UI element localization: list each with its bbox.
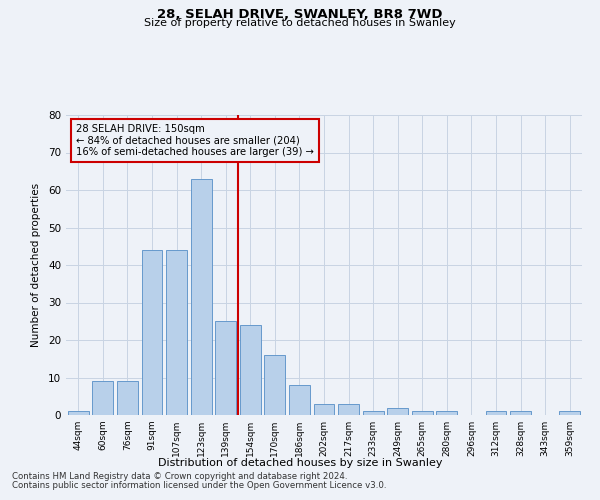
Bar — [559, 411, 580, 415]
Bar — [387, 408, 408, 415]
Text: 28, SELAH DRIVE, SWANLEY, BR8 7WD: 28, SELAH DRIVE, SWANLEY, BR8 7WD — [157, 8, 443, 20]
Bar — [191, 179, 212, 415]
Bar — [485, 411, 506, 415]
Bar — [265, 355, 286, 415]
Bar — [362, 411, 383, 415]
Text: Contains HM Land Registry data © Crown copyright and database right 2024.: Contains HM Land Registry data © Crown c… — [12, 472, 347, 481]
Bar — [68, 411, 89, 415]
Bar — [117, 381, 138, 415]
Bar — [412, 411, 433, 415]
Bar — [240, 325, 261, 415]
Text: 28 SELAH DRIVE: 150sqm
← 84% of detached houses are smaller (204)
16% of semi-de: 28 SELAH DRIVE: 150sqm ← 84% of detached… — [76, 124, 314, 157]
Bar — [436, 411, 457, 415]
Text: Distribution of detached houses by size in Swanley: Distribution of detached houses by size … — [158, 458, 442, 468]
Bar — [142, 250, 163, 415]
Bar — [338, 404, 359, 415]
Bar — [166, 250, 187, 415]
Text: Size of property relative to detached houses in Swanley: Size of property relative to detached ho… — [144, 18, 456, 28]
Y-axis label: Number of detached properties: Number of detached properties — [31, 183, 41, 347]
Bar — [289, 385, 310, 415]
Bar — [314, 404, 334, 415]
Bar — [92, 381, 113, 415]
Text: Contains public sector information licensed under the Open Government Licence v3: Contains public sector information licen… — [12, 481, 386, 490]
Bar — [510, 411, 531, 415]
Bar — [215, 322, 236, 415]
